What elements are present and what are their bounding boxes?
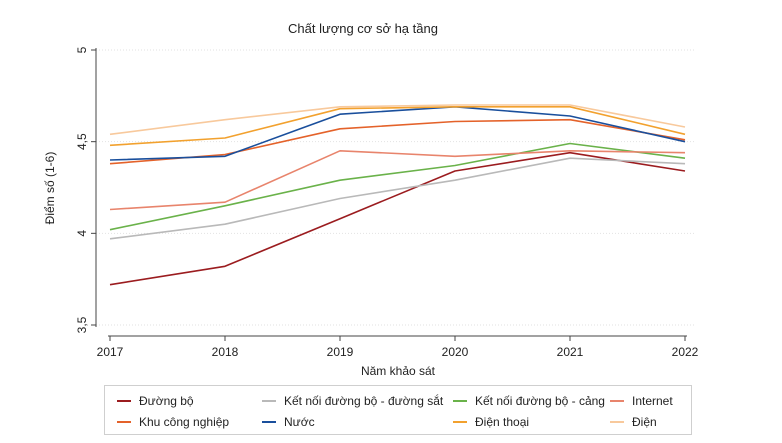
legend-label: Nước [284, 415, 315, 429]
legend-swatch [610, 421, 624, 423]
series-line-3 [109, 142, 686, 231]
y-tick-label: 4 [75, 230, 89, 237]
legend-item-1: Đường bộ [117, 394, 194, 408]
legend-item-2: Kết nối đường bộ - đường sắt [262, 394, 443, 408]
legend: Đường bộ Kết nối đường bộ - đường sắt Kết … [104, 385, 692, 435]
legend-label: Điện thoại [475, 415, 530, 429]
x-tick-label: 2022 [672, 345, 699, 359]
series-line-1 [109, 151, 686, 286]
series-line-5 [109, 118, 686, 165]
x-tick-label: 2018 [212, 345, 239, 359]
y-tick-label: 5 [75, 46, 89, 53]
legend-swatch [610, 400, 624, 402]
x-tick-label: 2017 [97, 345, 124, 359]
legend-label: Kết nối đường bộ - đường sắt [284, 394, 444, 408]
legend-label: Kết nối đường bộ - cảng [475, 394, 605, 408]
x-axis-title: Năm khảo sát [361, 364, 436, 378]
legend-label: Điện [632, 415, 657, 429]
legend-label: Internet [632, 394, 673, 408]
x-tick-label: 2019 [327, 345, 354, 359]
legend-label: Đường bộ [139, 394, 194, 408]
legend-item-5: Khu công nghiệp [117, 415, 229, 429]
legend-item-8: Điện [610, 415, 657, 429]
legend-item-7: Điện thoại [453, 415, 529, 429]
legend-swatch [453, 400, 467, 402]
y-tick-label: 3,5 [75, 316, 89, 333]
legend-item-4: Internet [610, 394, 673, 408]
y-axis-title: Điểm số (1-6) [43, 152, 57, 225]
series-line-6 [109, 106, 686, 161]
chart-title: Chất lượng cơ sở hạ tầng [288, 21, 438, 36]
x-tick-label: 2020 [442, 345, 469, 359]
legend-swatch [117, 421, 131, 423]
legend-swatch [453, 421, 467, 423]
legend-swatch [262, 421, 276, 423]
legend-label: Khu công nghiệp [139, 415, 230, 429]
legend-swatch [117, 400, 131, 402]
series-line-4 [109, 150, 686, 211]
series-line-7 [109, 106, 686, 147]
series-line-8 [109, 104, 686, 136]
legend-item-6: Nước [262, 415, 315, 429]
y-tick-label: 4,5 [75, 133, 89, 150]
x-tick-label: 2021 [557, 345, 584, 359]
legend-item-3: Kết nối đường bộ - cảng [453, 394, 605, 408]
legend-swatch [262, 400, 276, 402]
series-line-2 [109, 157, 686, 240]
